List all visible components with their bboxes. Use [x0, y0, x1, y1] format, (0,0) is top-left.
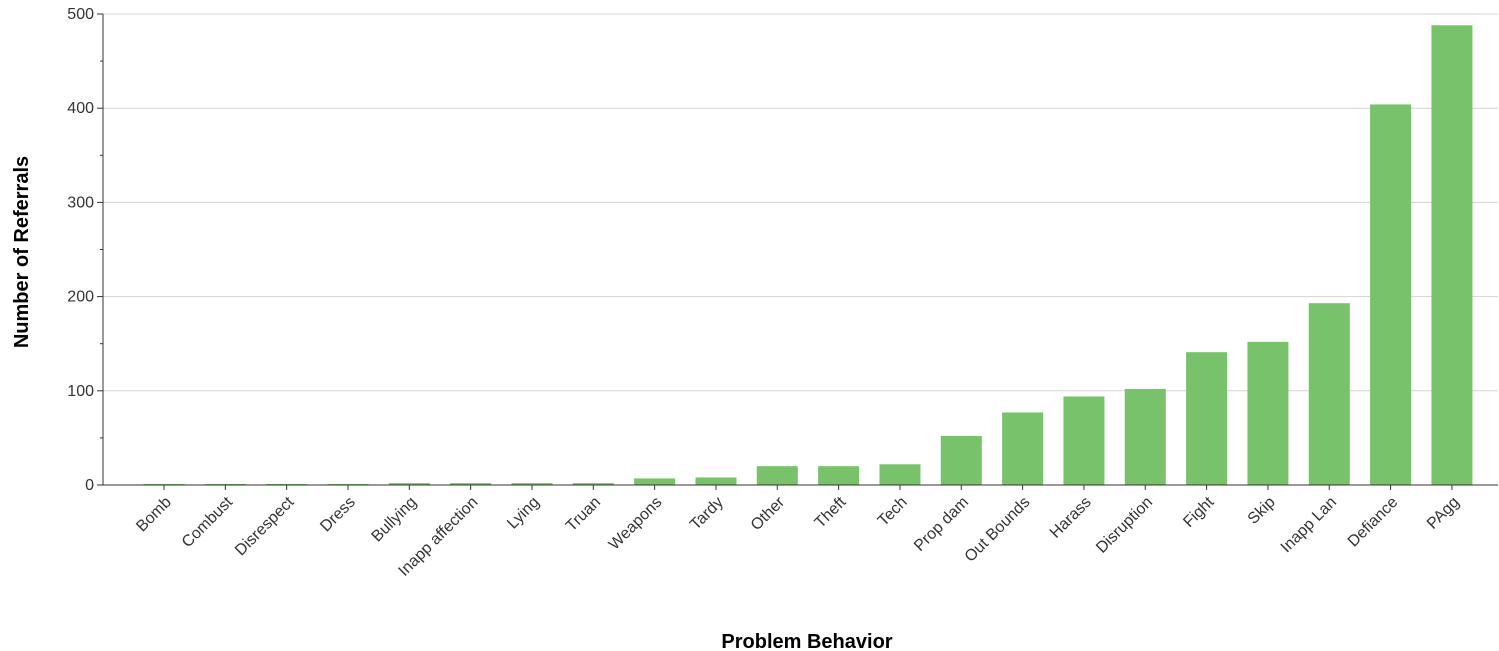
bar-weapons	[634, 478, 676, 485]
bar-harass	[1063, 396, 1105, 485]
x-tick-label: Truan	[563, 494, 604, 535]
x-tick-label: Inapp Lan	[1278, 494, 1340, 556]
y-tick-label: 300	[67, 194, 94, 211]
bar-pagg	[1431, 25, 1473, 486]
bar-lying	[511, 483, 553, 485]
bar-disruption	[1124, 388, 1166, 485]
bar-inapp-affection	[450, 483, 492, 485]
bar-tardy	[695, 477, 737, 485]
y-axis-title: Number of Referrals	[11, 156, 33, 348]
y-tick-label: 200	[67, 289, 94, 306]
axes	[97, 13, 1498, 490]
x-tick-label: Lying	[504, 494, 543, 533]
bar-prop-dam	[940, 436, 982, 485]
gridlines	[103, 13, 1498, 392]
x-tick-label: Prop dam	[911, 494, 972, 555]
bar-inapp-lan	[1308, 303, 1350, 485]
x-tick-label: Tardy	[687, 494, 727, 534]
bar-out-bounds	[1002, 412, 1044, 485]
bar-skip	[1247, 341, 1289, 485]
bar-tech	[879, 464, 921, 485]
x-tick-label: Theft	[812, 493, 850, 531]
bar-defiance	[1370, 104, 1412, 486]
x-tick-label: Out Bounds	[962, 494, 1034, 566]
bar-fight	[1186, 352, 1228, 485]
x-tick-label: Bullying	[369, 494, 421, 546]
x-tick-label: Combust	[179, 493, 237, 551]
x-tick-label: Disrespect	[232, 493, 298, 559]
x-tick-label: Harass	[1047, 494, 1095, 542]
bar-bullying	[388, 483, 430, 485]
x-tick-label: PAgg	[1424, 494, 1463, 533]
bar-theft	[818, 466, 860, 485]
x-tick-label: Other	[748, 493, 789, 534]
y-tick-label: 0	[85, 477, 94, 494]
x-tick-label: Tech	[875, 494, 911, 530]
x-tick-label: Bomb	[133, 494, 175, 536]
bar-other	[756, 466, 798, 485]
x-axis-title: Problem Behavior	[721, 631, 892, 651]
x-tick-label: Disruption	[1093, 494, 1156, 557]
x-tick-label: Skip	[1245, 494, 1279, 528]
x-tick-label: Weapons	[606, 494, 666, 554]
bar-truan	[572, 483, 614, 485]
bars	[143, 25, 1473, 486]
y-tick-label: 400	[67, 100, 94, 117]
y-tick-label: 100	[67, 383, 94, 400]
x-tick-label: Fight	[1180, 493, 1218, 531]
y-tick-label: 500	[67, 6, 94, 23]
x-tick-label: Dress	[317, 494, 359, 536]
x-tick-label: Defiance	[1345, 494, 1402, 551]
